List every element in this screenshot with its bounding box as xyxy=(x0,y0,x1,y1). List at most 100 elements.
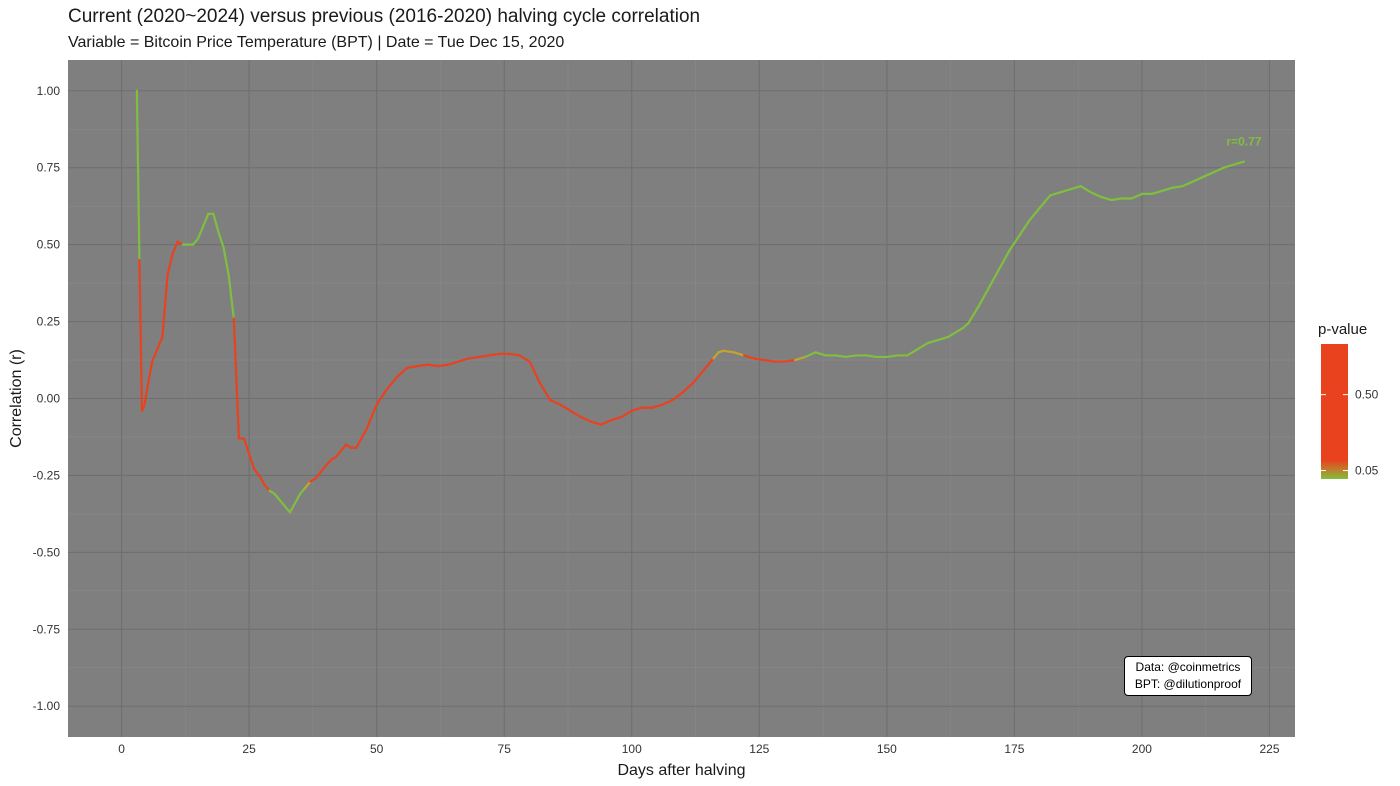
line-segment xyxy=(997,249,1011,271)
line-segment xyxy=(906,348,919,357)
line-segment xyxy=(549,398,562,406)
line-segment xyxy=(140,403,146,412)
end-value-label: r=0.77 xyxy=(1226,135,1261,149)
grid-lines xyxy=(68,60,1295,737)
line-segment xyxy=(967,305,980,325)
line-segment xyxy=(436,363,450,368)
line-segment xyxy=(324,458,332,468)
line-segment xyxy=(135,89,141,262)
line-segment xyxy=(156,335,164,351)
line-segment xyxy=(742,354,756,360)
chart-subtitle: Variable = Bitcoin Price Temperature (BP… xyxy=(68,34,565,51)
line-segment xyxy=(467,355,480,360)
axis-ticks: -1.00 -0.75 -0.50 -0.25 0.00 0.25 0.50 0.75 1.00… xyxy=(33,84,1280,756)
line-segment xyxy=(589,420,603,426)
line-segment xyxy=(457,357,470,363)
line-segment xyxy=(722,349,735,354)
line-segment xyxy=(416,363,429,368)
line-segment xyxy=(151,348,159,363)
line-segment xyxy=(691,369,705,385)
line-segment xyxy=(283,505,292,514)
line-segment xyxy=(242,437,251,455)
y-tick-label: -0.50 xyxy=(33,545,61,559)
line-segment xyxy=(196,225,205,240)
line-segment xyxy=(1222,163,1235,169)
line-segment xyxy=(946,329,960,339)
line-segment xyxy=(763,358,776,363)
x-tick-label: 0 xyxy=(118,742,125,756)
line-segment xyxy=(1212,166,1225,174)
line-segment xyxy=(202,212,210,228)
line-segment xyxy=(191,237,200,246)
line-segment xyxy=(651,403,664,409)
y-tick-label: -1.00 xyxy=(33,699,61,713)
line-segment xyxy=(538,382,552,402)
line-segment xyxy=(569,409,582,419)
line-segment xyxy=(487,352,501,357)
line-segment xyxy=(783,358,797,363)
line-segment xyxy=(793,355,807,362)
line-segment xyxy=(1008,234,1021,252)
line-segment xyxy=(293,492,302,505)
line-segment xyxy=(865,354,878,359)
line-segment xyxy=(610,415,623,422)
line-segment xyxy=(962,322,970,329)
line-segment xyxy=(1232,160,1246,166)
line-segment xyxy=(1202,171,1215,179)
x-tick-label: 100 xyxy=(622,742,642,756)
line-segment xyxy=(804,351,817,359)
line-segment xyxy=(232,317,241,440)
line-segment xyxy=(885,354,899,359)
line-segment xyxy=(661,398,674,406)
y-tick-label: 0.50 xyxy=(37,238,61,252)
line-segment xyxy=(406,365,419,369)
correlation-line xyxy=(135,89,1246,514)
line-segment xyxy=(166,252,174,277)
line-segment xyxy=(299,486,307,495)
line-segment xyxy=(1130,192,1144,200)
line-segment xyxy=(702,357,715,372)
x-tick-label: 25 xyxy=(242,742,256,756)
line-segment xyxy=(681,382,695,394)
line-segment xyxy=(844,354,858,359)
line-segment xyxy=(248,452,256,471)
line-segment xyxy=(426,363,439,368)
line-segment xyxy=(263,483,271,492)
legend-tick-label: 0.05 xyxy=(1355,464,1379,478)
line-segment xyxy=(987,268,1001,289)
line-segment xyxy=(222,246,230,277)
x-tick-label: 125 xyxy=(749,742,769,756)
line-segment xyxy=(339,443,348,452)
line-segment xyxy=(1089,191,1103,199)
line-segment xyxy=(212,212,220,234)
line-segment xyxy=(1110,197,1123,202)
line-segment xyxy=(1038,194,1052,209)
line-segment xyxy=(145,360,154,391)
line-segment xyxy=(446,360,460,366)
line-segment xyxy=(138,258,144,412)
x-tick-label: 75 xyxy=(498,742,512,756)
legend-title: p-value xyxy=(1318,321,1367,338)
line-segment xyxy=(171,240,179,255)
y-tick-label: -0.25 xyxy=(33,468,61,482)
line-segment xyxy=(365,415,373,431)
line-segment xyxy=(834,354,848,359)
line-segment xyxy=(288,502,297,514)
line-segment xyxy=(1191,175,1205,183)
line-segment xyxy=(712,351,720,360)
y-tick-label: 1.00 xyxy=(37,84,61,98)
legend-ticks: 0.50 0.05 xyxy=(1321,388,1379,478)
line-segment xyxy=(1171,185,1184,189)
y-tick-label: 0.75 xyxy=(37,161,61,175)
line-segment xyxy=(1161,186,1174,192)
line-segment xyxy=(314,471,322,480)
line-segment xyxy=(671,391,684,402)
line-segment xyxy=(1100,195,1113,202)
line-segment xyxy=(508,352,521,357)
line-segment xyxy=(161,274,169,339)
y-tick-label: 0.00 xyxy=(37,392,61,406)
line-segment xyxy=(1049,191,1062,197)
legend-tick-label: 0.50 xyxy=(1355,388,1379,402)
x-tick-label: 225 xyxy=(1259,742,1279,756)
